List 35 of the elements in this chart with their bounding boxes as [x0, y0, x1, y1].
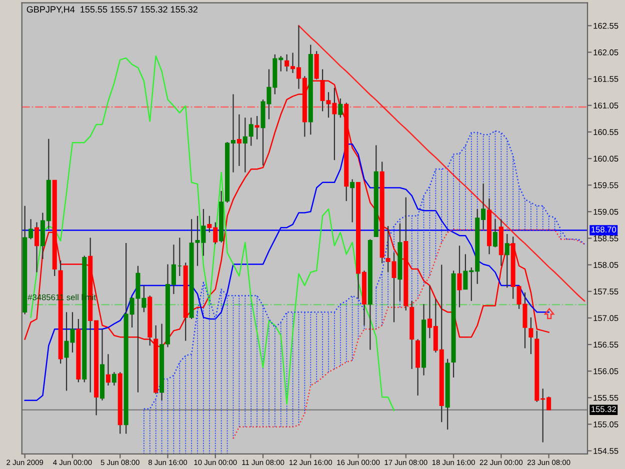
y-tick-label: 162.55: [594, 22, 618, 29]
y-tick-label: 160.05: [594, 156, 618, 162]
candlestick: [504, 233, 510, 288]
candlestick: [350, 178, 355, 223]
ref-line-label: 158.70: [592, 226, 616, 232]
candlestick: [492, 218, 498, 248]
candlestick: [338, 98, 343, 118]
y-tick-label: 162.05: [594, 49, 618, 56]
candlestick: [254, 115, 260, 140]
candlestick: [248, 117, 254, 146]
y-tick-label: 155.55: [594, 394, 618, 401]
line-series: [298, 25, 586, 302]
y-tick-label: 157.55: [594, 288, 618, 294]
candlestick: [236, 114, 242, 167]
candlestick: [34, 222, 40, 273]
line-series: [232, 228, 586, 440]
candlestick: [457, 245, 462, 308]
y-tick-label: 156.55: [594, 342, 618, 348]
y-tick-label: 157.05: [594, 315, 618, 322]
y-tick-label: 160.55: [594, 129, 618, 136]
y-tick-label: 155.05: [594, 421, 618, 428]
y-tick-label: 158.55: [594, 235, 618, 242]
ref-line-label: 155.32: [592, 406, 616, 412]
y-tick-label: 159.55: [594, 182, 618, 188]
y-tick-label: 158.05: [594, 262, 618, 268]
candlestick: [528, 316, 534, 355]
y-tick-label: 161.05: [594, 102, 618, 108]
chart-title: GBPJPY,H4 155.55 155.57 155.32 155.32: [26, 6, 198, 14]
y-tick-label: 159.05: [594, 208, 618, 215]
y-tick-label: 156.05: [594, 368, 618, 374]
candlestick: [106, 354, 110, 386]
y-tick-label: 154.55: [594, 448, 618, 454]
y-tick-label: 161.55: [594, 76, 618, 82]
candlestick: [112, 372, 116, 386]
candlestick: [242, 117, 248, 173]
